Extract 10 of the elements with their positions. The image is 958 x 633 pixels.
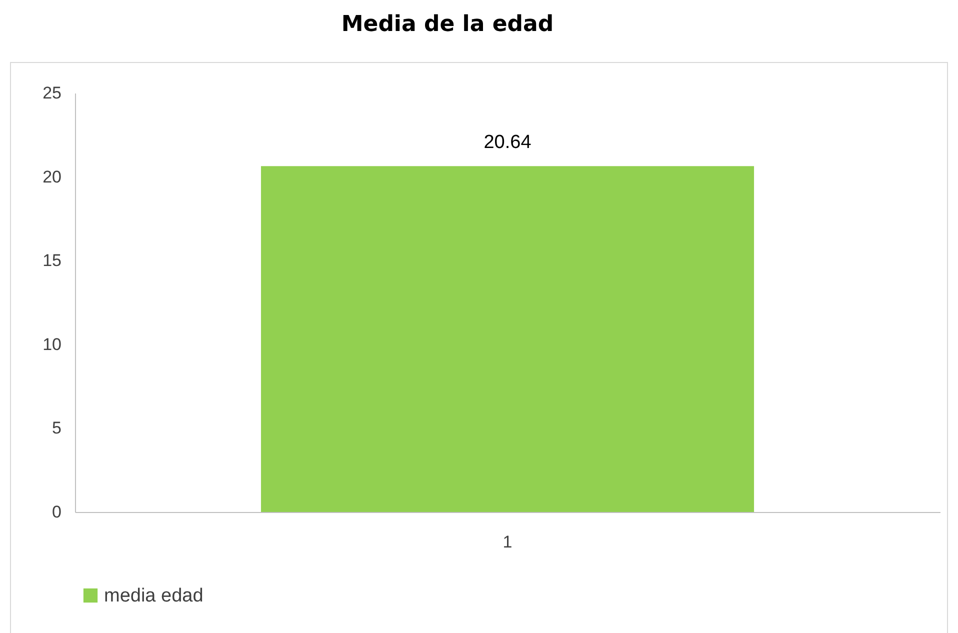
y-tick-label: 15 [42, 251, 62, 270]
y-tick-label: 5 [52, 418, 62, 438]
data-label: 20.64 [484, 132, 532, 154]
y-tick-label: 10 [42, 334, 62, 354]
x-tick-label: 1 [502, 532, 512, 552]
legend-label: media edad [104, 586, 204, 606]
y-tick-label: 0 [52, 502, 62, 522]
y-tick-label: 20 [42, 167, 62, 186]
y-tick-label: 25 [42, 84, 62, 102]
chart-title: Media de la edad [341, 12, 554, 37]
